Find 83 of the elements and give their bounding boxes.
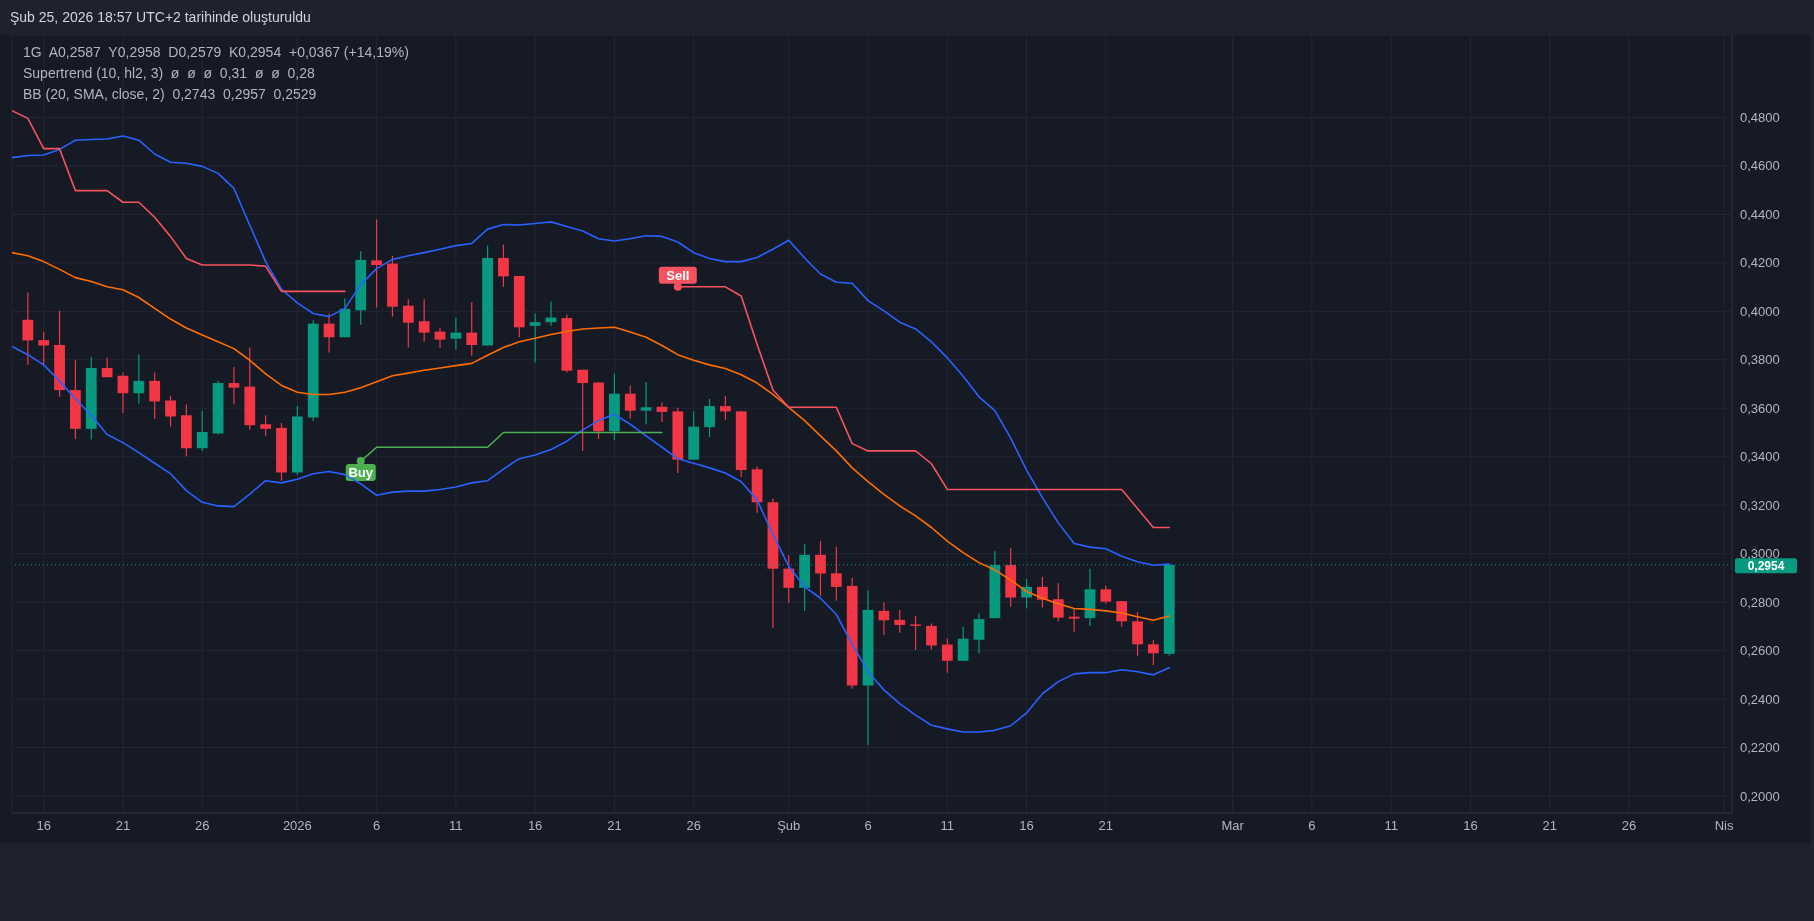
y-tick-label: 0,4000 — [1740, 303, 1780, 319]
candlestick — [196, 410, 208, 452]
candlestick — [1100, 585, 1112, 605]
y-tick-label: 0,4400 — [1740, 206, 1780, 222]
annotation: Supertrend (10, hl2, 3) ø ø ø 0,31 ø ø 0,28 — [23, 65, 315, 81]
candlestick — [1132, 611, 1143, 657]
candlestick — [371, 218, 382, 309]
y-tick-label: 0,3800 — [1740, 352, 1780, 368]
x-tick-label: 6 — [864, 818, 872, 834]
candlestick — [466, 301, 478, 357]
candlestick — [815, 540, 826, 597]
candlestick — [577, 369, 589, 452]
x-tick-label: 21 — [607, 818, 622, 834]
candlestick — [957, 626, 969, 662]
x-tick-label: 6 — [372, 818, 381, 834]
candlestick — [894, 609, 906, 634]
x-tick-label: 16 — [36, 818, 51, 834]
y-tick-label: 0,4600 — [1740, 158, 1780, 174]
x-tick-label: 16 — [1463, 818, 1478, 834]
candlestick — [260, 414, 272, 437]
candlestick — [149, 372, 161, 420]
y-tick-label: 0,3400 — [1740, 449, 1780, 465]
candlestick — [878, 601, 890, 636]
candlestick — [941, 638, 953, 674]
x-tick-label: 2026 — [282, 818, 312, 834]
annotation: Sell — [666, 267, 690, 283]
candlestick — [1052, 582, 1064, 622]
x-tick-label: Şub — [777, 818, 801, 834]
line-series — [12, 345, 1171, 733]
candlestick — [719, 395, 731, 421]
candlestick — [133, 353, 145, 405]
x-tick-label: 11 — [449, 818, 463, 834]
candlestick — [973, 612, 985, 654]
y-tick-label: 0,2000 — [1740, 788, 1780, 804]
candlestick — [783, 554, 795, 604]
candlestick — [165, 395, 176, 428]
y-tick-label: 0,2800 — [1740, 594, 1780, 610]
annotation: BB (20, SMA, close, 2) 0,2743 0,2957 0,2529 — [23, 86, 317, 102]
candlestick — [830, 546, 842, 602]
annotation: Buy — [348, 465, 374, 481]
candlestick — [910, 615, 921, 651]
candlestick — [228, 366, 240, 405]
candlestick — [22, 291, 34, 366]
annotation: 1G A0,2587 Y0,2958 D0,2579 K0,2954 +0,0367 (+14,19%) — [23, 44, 409, 60]
x-tick-label: Nis — [1714, 818, 1734, 834]
y-tick-label: 0,3600 — [1740, 400, 1780, 416]
x-tick-label: 26 — [195, 818, 210, 834]
candlestick — [640, 381, 652, 425]
candlestick — [624, 384, 636, 420]
x-tick-label: Mar — [1221, 818, 1245, 834]
x-tick-label: 26 — [1621, 818, 1637, 834]
x-tick-label: 21 — [115, 818, 131, 834]
y-tick-label: 0,4200 — [1740, 255, 1780, 271]
x-tick-label: 16 — [527, 818, 543, 834]
x-tick-label: 11 — [940, 818, 955, 834]
candlestick — [450, 317, 462, 351]
candlestick — [1116, 600, 1128, 628]
candlestick — [529, 312, 541, 364]
candlestick — [704, 398, 715, 438]
y-tick-label: 0,2600 — [1740, 643, 1780, 659]
candlestick — [418, 298, 430, 343]
x-tick-label: 21 — [1542, 818, 1557, 834]
x-tick-label: 21 — [1098, 818, 1114, 834]
line-series — [12, 251, 1171, 622]
candlestick — [38, 331, 50, 366]
candlestick — [117, 372, 129, 414]
candlestick — [498, 244, 509, 288]
candlestick — [1068, 608, 1080, 633]
y-tick-label: 0,3200 — [1740, 497, 1780, 513]
x-tick-label: 11 — [1384, 818, 1398, 834]
x-tick-label: 16 — [1019, 818, 1034, 834]
chart-title: Şub 25, 2026 18:57 UTC+2 tarihinde oluşturuldu — [10, 9, 311, 25]
x-tick-label: 26 — [686, 818, 701, 834]
y-tick-label: 0,4800 — [1740, 110, 1780, 126]
candlestick — [656, 401, 668, 423]
candlestick — [402, 298, 414, 349]
y-tick-label: 0,2400 — [1740, 691, 1780, 707]
candlestick — [1147, 639, 1159, 666]
candlestick — [434, 327, 446, 349]
candlestick — [1037, 576, 1048, 609]
candlestick — [926, 622, 937, 651]
y-tick-label: 0,2200 — [1740, 740, 1780, 756]
x-tick-label: 6 — [1308, 818, 1316, 834]
